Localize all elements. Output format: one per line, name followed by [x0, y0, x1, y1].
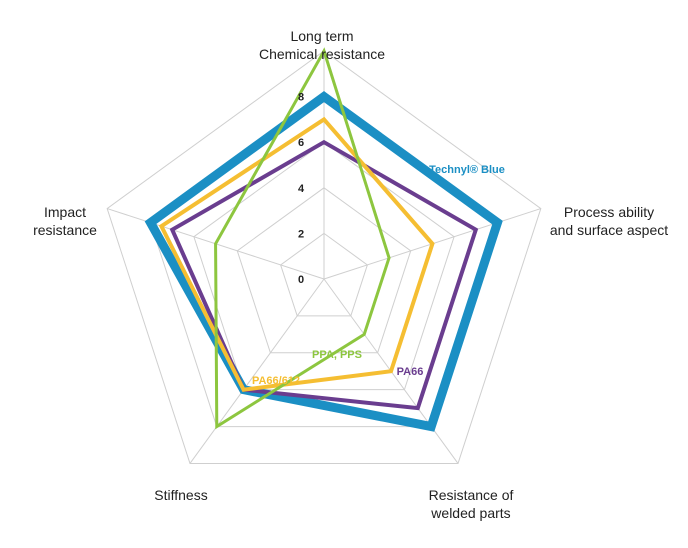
axis-label: Process ability — [564, 204, 654, 220]
axis-label: Long term — [290, 28, 353, 44]
tick-label: 8 — [298, 92, 304, 104]
axis-labels: Long term Chemical resistance Process abil… — [33, 28, 668, 521]
series-label: PA66 — [397, 366, 424, 378]
axis-label: resistance — [33, 222, 97, 238]
axis-label: Impact — [44, 204, 86, 220]
series-label: PPA, PPS — [312, 349, 362, 361]
series-line — [169, 139, 479, 411]
series-label: Technyl® Blue — [429, 164, 505, 176]
axis-label: Resistance of — [429, 487, 514, 503]
axis-label: welded parts — [430, 505, 510, 521]
tick-label: 4 — [298, 183, 305, 195]
axis-label: and surface aspect — [550, 222, 668, 238]
series-line — [214, 47, 391, 430]
series-line — [158, 116, 435, 392]
series-labels: Technyl® Blue PA66 PA66/612 PPA, PPS — [252, 164, 505, 387]
series-label: PA66/612 — [252, 375, 300, 387]
series-layer — [144, 47, 503, 432]
tick-labels: 0 2 4 6 8 — [298, 92, 305, 286]
tick-label: 2 — [298, 228, 304, 240]
axis-label: Chemical resistance — [259, 46, 385, 62]
grid-ring — [280, 232, 368, 317]
tick-label: 0 — [298, 274, 304, 286]
grid-ring — [193, 141, 455, 391]
tick-label: 6 — [298, 137, 304, 149]
grid-ring — [236, 187, 412, 354]
grid-spoke — [189, 278, 325, 464]
axis-label: Stiffness — [154, 487, 207, 503]
grid-ring — [106, 50, 542, 464]
series-line — [144, 91, 503, 432]
